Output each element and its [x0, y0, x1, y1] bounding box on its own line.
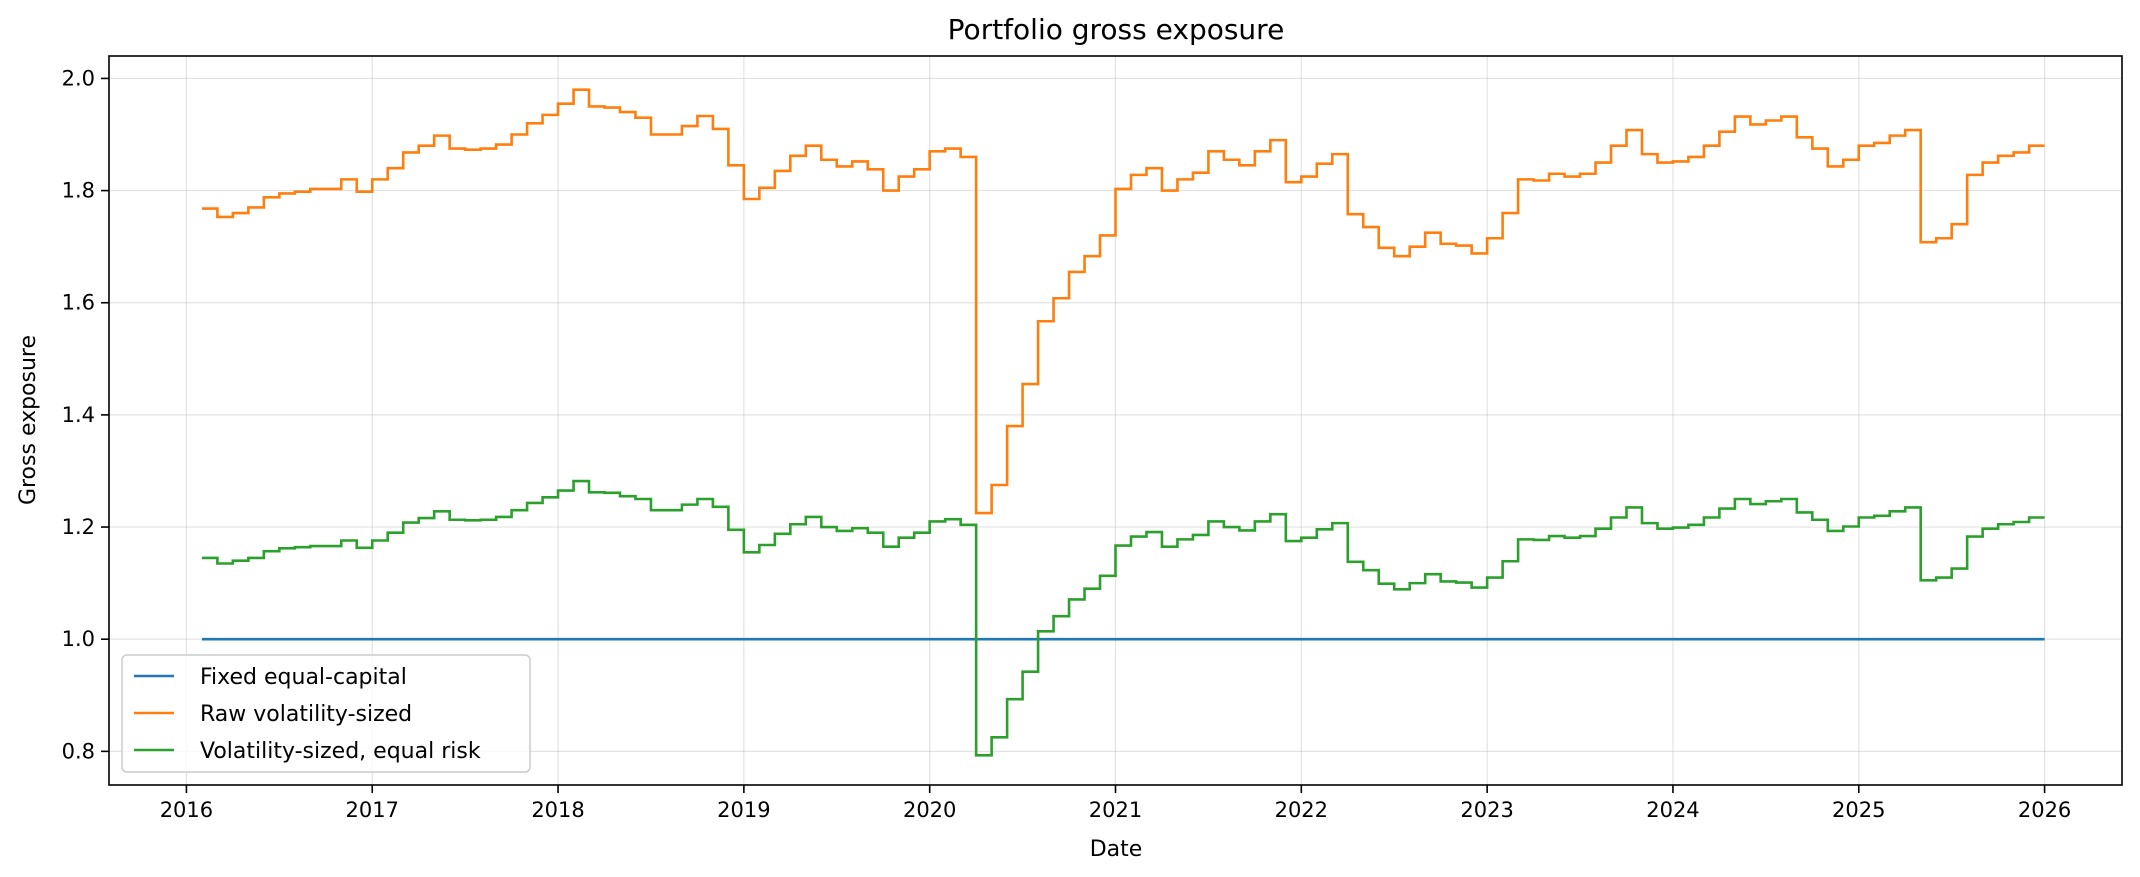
x-tick-label: 2019: [717, 798, 770, 822]
grid-lines: [109, 56, 2122, 785]
series-line-2: [201, 88, 2045, 515]
x-tick-label: 2022: [1275, 798, 1328, 822]
y-tick-label: 0.8: [62, 739, 95, 763]
x-tick-label: 2024: [1646, 798, 1699, 822]
series-layer: [201, 88, 2045, 757]
y-tick-label: 1.4: [62, 403, 95, 427]
x-tick-label: 2020: [903, 798, 956, 822]
y-tick-label: 2.0: [62, 66, 95, 90]
legend-entry: Volatility-sized, equal risk: [200, 739, 481, 764]
legend-entry: Fixed equal-capital: [200, 665, 407, 690]
y-tick-label: 1.6: [62, 291, 95, 315]
legend-box: [121, 654, 531, 773]
legend-entry: Raw volatility-sized: [200, 702, 412, 727]
x-tick-label: 2023: [1460, 798, 1513, 822]
y-tick-label: 1.8: [62, 179, 95, 203]
x-tick-label: 2021: [1089, 798, 1142, 822]
y-tick-label: 1.0: [62, 627, 95, 651]
chart-title: Portfolio gross exposure: [948, 13, 1285, 46]
y-axis-label: Gross exposure: [16, 335, 41, 505]
x-axis-label: Date: [1090, 837, 1143, 862]
series-line-3: [201, 479, 2045, 757]
y-tick-label: 1.2: [62, 515, 95, 539]
x-tick-label: 2018: [531, 798, 584, 822]
x-tick-label: 2025: [1832, 798, 1885, 822]
x-tick-label: 2026: [2018, 798, 2071, 822]
x-axis: 2016 2017 2018 2019 2020 2021 2022 2023 2024 2025…: [160, 785, 2071, 822]
y-axis: 0.8 1.0 1.2 1.4 1.6 1.8 2.0: [62, 66, 109, 763]
legend: Fixed equal-capital Raw volatility-sized V…: [121, 654, 531, 773]
x-tick-label: 2017: [346, 798, 399, 822]
x-tick-label: 2016: [160, 798, 213, 822]
